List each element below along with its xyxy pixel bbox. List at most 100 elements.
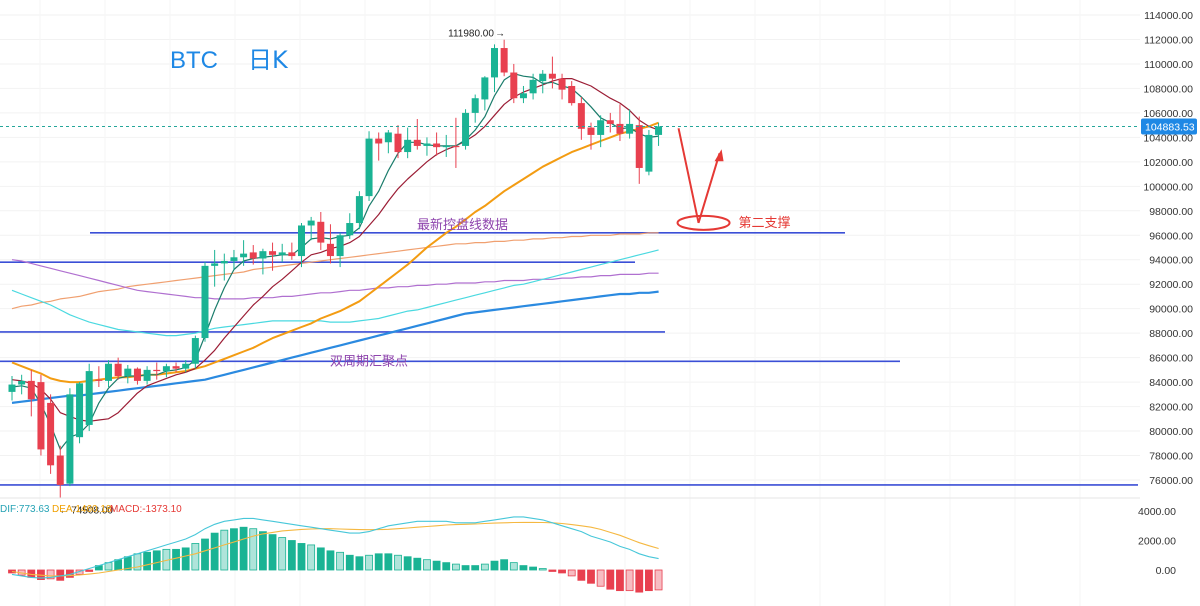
candle: [577, 96, 585, 140]
candle: [288, 242, 296, 260]
macd-histogram-bar: [114, 559, 123, 571]
moving-average-lines: [11, 73, 659, 450]
candle-body: [326, 243, 334, 257]
price-tick-label: 86000.00: [1149, 353, 1193, 365]
candle-body: [288, 252, 296, 257]
candle-body: [162, 366, 170, 372]
candle: [162, 363, 170, 378]
candle-body: [76, 383, 84, 438]
candle-body: [211, 263, 219, 266]
candle-body: [442, 145, 450, 148]
low-arrow-icon: ←: [59, 505, 69, 516]
candle: [346, 213, 354, 239]
macd-histogram-bar: [616, 569, 624, 592]
macd-histogram-bar: [287, 540, 296, 571]
horizontal-support-lines: [0, 232, 1138, 486]
ma-line-dark-green: [11, 73, 659, 450]
support-projection: 第二支撑: [676, 128, 791, 231]
macd-histogram-bar: [278, 537, 287, 571]
candle: [365, 131, 373, 201]
macd-histogram-bar: [297, 543, 306, 571]
candle-body: [462, 112, 470, 146]
candle: [510, 63, 518, 104]
candle: [442, 134, 450, 157]
candle-body: [510, 72, 518, 99]
candle: [423, 137, 431, 156]
candle-body: [558, 78, 566, 90]
candle: [606, 112, 614, 133]
candle-body: [105, 363, 112, 381]
macd-histogram-bar: [326, 550, 335, 571]
candle: [269, 242, 277, 271]
candle-body: [95, 379, 103, 381]
macd-histogram-bar: [577, 569, 586, 581]
ma-line-purple: [11, 259, 659, 300]
second-support-label: 第二支撑: [739, 216, 791, 231]
candle-body: [8, 384, 16, 392]
candle: [471, 94, 479, 123]
macd-histogram-bar: [230, 528, 238, 571]
candle: [404, 127, 412, 159]
candle: [114, 357, 122, 380]
candle-body: [375, 138, 383, 144]
candle: [27, 369, 35, 417]
candle: [230, 249, 238, 270]
macd-histogram-bar: [336, 551, 345, 571]
price-tick-label: 98000.00: [1149, 206, 1193, 218]
candle: [298, 223, 305, 268]
candle: [278, 243, 286, 263]
candle: [375, 132, 383, 161]
macd-histogram-bar: [442, 562, 451, 571]
ma-line-blue: [11, 290, 659, 404]
macd-histogram-bar: [625, 569, 634, 592]
candle: [172, 362, 180, 373]
macd-histogram-bar: [558, 569, 566, 574]
price-tick-label: 108000.00: [1143, 83, 1193, 95]
candle-body: [56, 455, 64, 485]
candle: [384, 130, 392, 154]
candle: [539, 70, 547, 94]
macd-histogram-bar: [538, 568, 547, 571]
candle: [240, 240, 248, 266]
candle: [626, 109, 634, 139]
candle: [105, 360, 112, 387]
macd-histogram-bar: [201, 538, 209, 571]
candle: [558, 73, 566, 100]
price-tick-label: 84000.00: [1149, 377, 1193, 389]
candle-body: [240, 253, 248, 258]
macd-histogram-bar: [85, 569, 94, 572]
price-tick-label: 104000.00: [1143, 132, 1193, 144]
macd-value-label: MACD:-1373.10: [110, 504, 182, 515]
candle-body: [635, 125, 643, 168]
candle: [8, 375, 16, 401]
support-zone-ellipse: [676, 214, 731, 231]
macd-histogram-bar: [365, 554, 373, 571]
macd-histogram-bar: [172, 548, 180, 571]
candle: [491, 44, 498, 93]
current-price-tag: [1141, 118, 1197, 135]
macd-histogram-bar: [8, 569, 16, 574]
candle: [220, 253, 228, 281]
macd-histogram-bar: [490, 560, 499, 571]
macd-histogram-bar: [210, 532, 219, 571]
candle-body: [597, 120, 605, 135]
candlestick-series: [8, 39, 663, 499]
candle-body: [519, 93, 527, 99]
candle: [191, 335, 199, 369]
candle: [336, 232, 344, 268]
candle-body: [365, 138, 373, 197]
candle: [394, 125, 402, 159]
candle-body: [384, 132, 392, 143]
candle: [597, 115, 605, 148]
candle-body: [404, 139, 412, 153]
candle: [616, 104, 624, 142]
candle-body: [606, 120, 614, 124]
macd-histogram-bar: [451, 563, 460, 571]
candle: [259, 248, 267, 275]
candle: [95, 366, 103, 387]
macd-histogram-bar: [152, 550, 161, 571]
macd-histogram-bar: [645, 569, 653, 592]
latest-control-line-label: 最新控盘线数据: [417, 217, 508, 233]
ma-line-light-orange: [11, 232, 659, 310]
candle: [587, 122, 595, 150]
